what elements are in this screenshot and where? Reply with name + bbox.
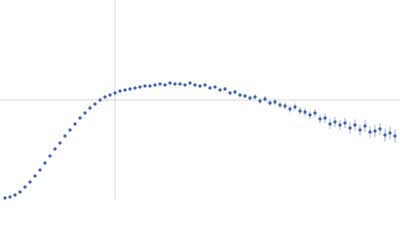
point: [308, 113, 312, 117]
point: [203, 83, 207, 87]
point: [248, 96, 252, 100]
point: [163, 83, 167, 87]
point: [183, 83, 187, 87]
point: [88, 106, 92, 110]
point: [273, 100, 277, 104]
point: [173, 82, 177, 86]
point: [223, 87, 227, 91]
point: [278, 103, 282, 107]
point: [178, 82, 182, 86]
point: [8, 195, 12, 199]
point: [13, 193, 17, 197]
chart: [0, 0, 400, 200]
point: [38, 168, 42, 172]
point: [303, 110, 307, 114]
point: [268, 101, 272, 105]
point: [78, 116, 82, 120]
point: [213, 85, 217, 89]
point: [378, 127, 382, 131]
point: [68, 128, 72, 132]
point: [128, 87, 132, 91]
point: [258, 99, 262, 103]
point: [133, 86, 137, 90]
point: [353, 123, 357, 127]
point: [143, 84, 147, 88]
point: [228, 91, 232, 95]
point: [43, 161, 47, 165]
point: [3, 196, 7, 200]
point: [243, 94, 247, 98]
point: [298, 109, 302, 113]
point: [158, 82, 162, 86]
point: [368, 130, 372, 134]
point: [323, 116, 327, 120]
point: [343, 121, 347, 125]
point: [238, 93, 242, 97]
point: [168, 81, 172, 85]
point: [23, 185, 27, 189]
point: [33, 174, 37, 178]
point: [18, 190, 22, 194]
point: [193, 83, 197, 87]
point: [103, 95, 107, 99]
point: [108, 93, 112, 97]
point: [333, 120, 337, 124]
point: [63, 134, 67, 138]
point: [53, 147, 57, 151]
point: [98, 98, 102, 102]
point: [393, 134, 397, 138]
point: [383, 133, 387, 137]
point: [233, 90, 237, 94]
point: [208, 86, 212, 90]
point: [253, 95, 257, 99]
point: [318, 117, 322, 121]
point: [263, 97, 267, 101]
point: [388, 131, 392, 135]
point: [113, 91, 117, 95]
point: [288, 107, 292, 111]
point: [283, 104, 287, 108]
point: [188, 81, 192, 85]
point: [58, 141, 62, 145]
point: [218, 88, 222, 92]
point: [138, 85, 142, 89]
point: [93, 102, 97, 106]
point: [328, 122, 332, 126]
point: [293, 105, 297, 109]
point: [28, 180, 32, 184]
point: [73, 122, 77, 126]
point: [123, 88, 127, 92]
point: [118, 89, 122, 93]
point: [83, 111, 87, 115]
point: [358, 128, 362, 132]
point: [153, 83, 157, 87]
point: [363, 124, 367, 128]
point: [348, 126, 352, 130]
point: [338, 123, 342, 127]
point: [48, 154, 52, 158]
point: [198, 84, 202, 88]
point: [373, 129, 377, 133]
point: [313, 111, 317, 115]
point: [148, 84, 152, 88]
